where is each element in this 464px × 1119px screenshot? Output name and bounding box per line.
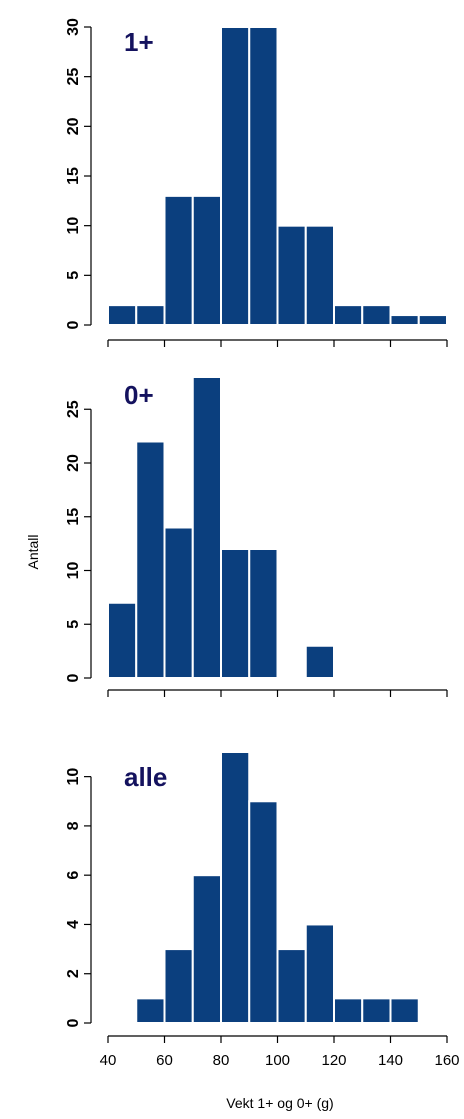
histogram-bar <box>276 224 307 327</box>
histogram-bar <box>135 440 166 679</box>
histogram-bar <box>248 800 279 1024</box>
histogram-bar <box>135 304 166 326</box>
y-tick-label: 30 <box>65 18 82 36</box>
histogram-bar <box>107 601 138 679</box>
histogram-bar <box>220 751 251 1024</box>
histogram-bar <box>191 874 222 1024</box>
histogram-bar <box>304 224 335 327</box>
histogram-bar <box>248 548 279 679</box>
y-tick-label: 15 <box>65 167 82 185</box>
x-tick-label: 120 <box>321 1052 346 1069</box>
y-tick-label: 5 <box>65 620 82 629</box>
panel-label: 1+ <box>124 27 154 57</box>
histogram-bar <box>417 314 448 327</box>
histogram-bar <box>220 548 251 679</box>
x-tick-label: 60 <box>156 1052 173 1069</box>
histogram-bar <box>304 923 335 1024</box>
y-tick-label: 0 <box>65 320 82 329</box>
histogram-bar <box>333 304 364 326</box>
histogram-bar <box>191 376 222 679</box>
x-tick-label: 100 <box>265 1052 290 1069</box>
x-tick-label: 80 <box>213 1052 230 1069</box>
y-tick-label: 10 <box>65 768 82 786</box>
y-tick-label: 25 <box>65 68 82 86</box>
y-tick-label: 10 <box>65 217 82 235</box>
panel-label: alle <box>124 762 167 792</box>
panel-label: 0+ <box>124 380 154 410</box>
histogram-bar <box>163 526 194 679</box>
y-tick-label: 0 <box>65 1018 82 1027</box>
histogram-bar <box>191 194 222 326</box>
y-tick-label: 10 <box>65 562 82 580</box>
y-axis-title: Antall <box>25 534 41 569</box>
x-tick-label: 160 <box>434 1052 459 1069</box>
x-tick-label: 140 <box>378 1052 403 1069</box>
y-tick-label: 6 <box>65 871 82 880</box>
y-tick-label: 2 <box>65 969 82 978</box>
x-axis-title: Vekt 1+ og 0+ (g) <box>226 1095 333 1111</box>
histogram-bar <box>163 948 194 1024</box>
histogram-bar <box>276 948 307 1024</box>
histogram-bar <box>163 194 194 326</box>
histogram-bar <box>361 997 392 1025</box>
y-tick-label: 20 <box>65 454 82 472</box>
y-tick-label: 5 <box>65 271 82 280</box>
histogram-bar <box>333 997 364 1025</box>
y-tick-label: 8 <box>65 821 82 830</box>
histogram-bar <box>361 304 392 326</box>
histogram-bar <box>220 26 251 326</box>
y-tick-label: 15 <box>65 508 82 526</box>
y-tick-label: 0 <box>65 673 82 682</box>
y-tick-label: 4 <box>65 920 82 929</box>
histogram-bar <box>135 997 166 1025</box>
histogram-bar <box>389 314 420 327</box>
y-tick-label: 25 <box>65 400 82 418</box>
y-tick-label: 20 <box>65 117 82 135</box>
x-tick-label: 40 <box>100 1052 117 1069</box>
histogram-bar <box>107 304 138 326</box>
histogram-bar <box>389 997 420 1025</box>
histogram-bar <box>248 26 279 326</box>
histogram-bar <box>304 644 335 679</box>
